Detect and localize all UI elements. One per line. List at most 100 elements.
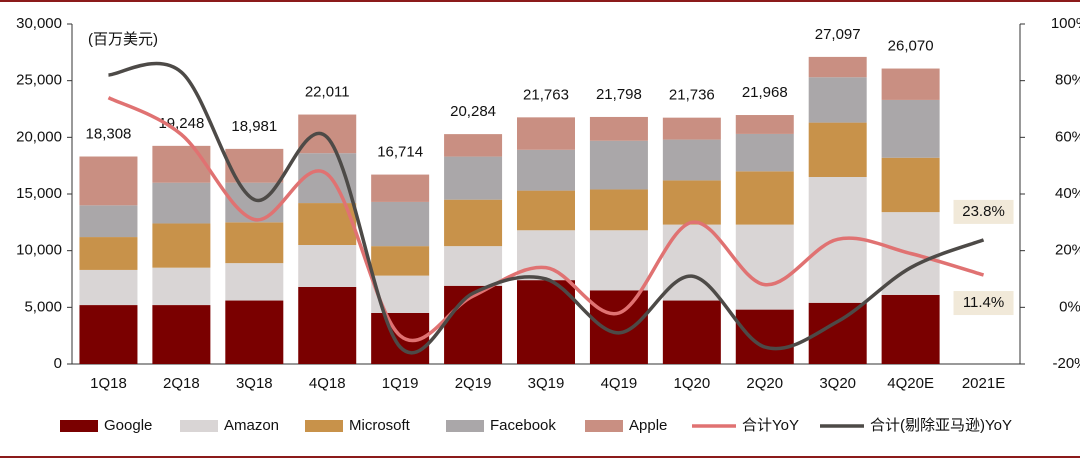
legend-label: Amazon	[224, 417, 279, 434]
bar-segment	[371, 246, 430, 276]
x-tick-label: 2021E	[962, 375, 1005, 392]
bar-segment	[444, 199, 503, 247]
x-tick-label: 4Q20E	[887, 375, 934, 392]
bar-segment	[371, 201, 430, 247]
y2-tick-label: -20%	[1052, 355, 1080, 372]
annotation: 11.4%	[963, 294, 1004, 311]
bar-segment	[589, 140, 648, 190]
bar-segment	[298, 286, 357, 364]
bar-segment	[298, 245, 357, 287]
total-label: 16,714	[377, 144, 423, 161]
bar-segment	[662, 139, 721, 181]
annotation-box	[953, 199, 1014, 224]
legend-label: 合计(剔除亚马逊)YoY	[870, 417, 1012, 434]
legend-swatch	[60, 420, 98, 432]
bar-segment	[808, 77, 867, 123]
bar-segment	[517, 149, 575, 191]
total-label: 21,763	[523, 86, 569, 103]
y-tick-label: 25,000	[16, 72, 62, 89]
total-label: 27,097	[815, 26, 861, 43]
bar-segment	[298, 114, 357, 154]
bar-segment	[152, 145, 211, 183]
bar-segment	[589, 290, 648, 364]
bar-segment	[662, 180, 721, 225]
total-label: 18,308	[86, 125, 132, 142]
bar-segment	[735, 224, 794, 310]
bar-segment	[79, 205, 138, 238]
bar-segment	[517, 190, 575, 231]
x-tick-label: 2Q20	[746, 375, 783, 392]
x-tick-label: 1Q20	[673, 375, 710, 392]
bar-segment	[444, 246, 503, 286]
bar-segment	[735, 133, 794, 172]
total-label: 26,070	[888, 38, 934, 55]
legend-swatch	[180, 420, 218, 432]
bar-segment	[152, 305, 211, 364]
bar-segment	[735, 309, 794, 364]
bar-segment	[79, 269, 138, 306]
bar-segment	[589, 189, 648, 231]
y2-tick-label: 40%	[1055, 185, 1080, 202]
bar-segment	[881, 99, 940, 158]
bar-segment	[225, 222, 284, 264]
bar-segment	[881, 68, 940, 100]
total-label: 21,798	[596, 86, 642, 103]
y2-tick-label: 100%	[1051, 15, 1080, 32]
y-tick-label: 10,000	[16, 242, 62, 259]
bar-segment	[662, 300, 721, 364]
bar-segment	[152, 223, 211, 268]
legend-label: 合计YoY	[742, 417, 799, 434]
bar-segment	[152, 267, 211, 306]
x-tick-label: 4Q18	[309, 375, 346, 392]
bar-segment	[444, 285, 503, 364]
legend-swatch	[446, 420, 484, 432]
total-label: 22,011	[305, 84, 350, 101]
total-label: 21,736	[669, 87, 715, 104]
x-tick-label: 3Q18	[236, 375, 273, 392]
annotation-box	[953, 291, 1014, 316]
bar-segment	[152, 182, 211, 224]
bar-segment	[881, 157, 940, 213]
bar-segment	[589, 116, 648, 141]
bar-segment	[225, 300, 284, 364]
bar-segment	[589, 230, 648, 291]
y2-tick-label: 0%	[1059, 298, 1080, 315]
y2-tick-label: 60%	[1055, 128, 1080, 145]
bar-segment	[444, 156, 503, 200]
y2-tick-label: 20%	[1055, 242, 1080, 259]
x-tick-label: 1Q19	[382, 375, 419, 392]
bar-segment	[735, 171, 794, 225]
y-tick-label: 0	[54, 355, 62, 372]
x-tick-label: 2Q18	[163, 375, 200, 392]
total-label: 20,284	[450, 103, 496, 120]
bar-segment	[808, 56, 867, 78]
legend-label: Apple	[629, 417, 667, 434]
y2-tick-label: 80%	[1055, 72, 1080, 89]
bar-segment	[444, 134, 503, 157]
total-label: 18,981	[231, 118, 277, 135]
legend-label: Facebook	[490, 417, 556, 434]
bar-segment	[517, 117, 575, 150]
line-series	[107, 96, 985, 343]
bar-segment	[662, 117, 721, 140]
bar-segment	[225, 263, 284, 301]
bar-segment	[517, 230, 575, 281]
x-tick-label: 3Q20	[819, 375, 856, 392]
line-series	[108, 61, 985, 355]
bar-segment	[79, 305, 138, 364]
x-tick-label: 3Q19	[528, 375, 565, 392]
bar-segment	[79, 156, 138, 206]
x-tick-label: 4Q19	[601, 375, 638, 392]
bar-segment	[371, 174, 430, 202]
y-tick-label: 30,000	[16, 15, 62, 32]
annotation: 23.8%	[962, 203, 1005, 220]
legend-label: Google	[104, 417, 152, 434]
bar-segment	[881, 294, 940, 364]
x-tick-label: 2Q19	[455, 375, 492, 392]
y-tick-label: 20,000	[16, 128, 62, 145]
total-label: 21,968	[742, 84, 788, 101]
bar-segment	[735, 115, 794, 134]
y-axis-label: (百万美元)	[88, 31, 158, 48]
legend-swatch	[585, 420, 623, 432]
legend-label: Microsoft	[349, 417, 411, 434]
